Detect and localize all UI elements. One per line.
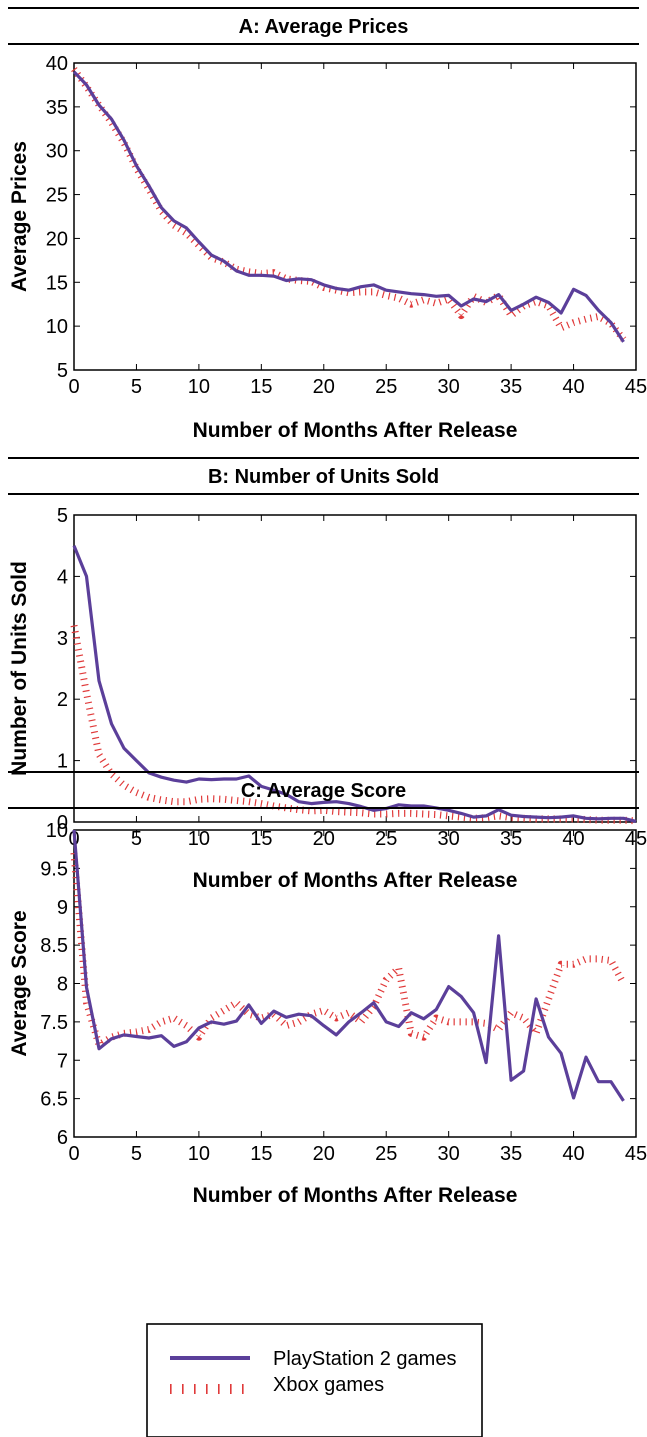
y-tick-label: 35 bbox=[46, 97, 68, 119]
x-axis-label: Number of Months After Release bbox=[193, 419, 518, 442]
panel-average-score: C: Average Score 0 5 10 15 20 25 30 35 40 45 6 6.5 7 7… bbox=[8, 771, 647, 1207]
y-tick-label: 1 bbox=[57, 751, 68, 773]
y-tick-label: 20 bbox=[46, 228, 68, 250]
y-tick-label: 9.5 bbox=[40, 858, 68, 880]
x-tick-label: 45 bbox=[625, 376, 647, 398]
x-tick-label: 5 bbox=[131, 376, 142, 398]
x-tick-label: 35 bbox=[500, 376, 522, 398]
y-tick-label: 7.5 bbox=[40, 1012, 68, 1034]
legend: PlayStation 2 games Xbox games bbox=[146, 1323, 483, 1437]
y-tick-label: 4 bbox=[57, 566, 68, 588]
x-tick-label: 15 bbox=[250, 1143, 272, 1165]
y-axis-label: Average Score bbox=[8, 910, 31, 1056]
x-tick-label: 10 bbox=[188, 828, 210, 850]
y-tick-label: 5 bbox=[57, 505, 68, 527]
x-tick-label: 0 bbox=[68, 1143, 79, 1165]
x-axis-label: Number of Months After Release bbox=[193, 869, 518, 892]
x-tick-label: 5 bbox=[131, 828, 142, 850]
y-tick-label: 5 bbox=[57, 360, 68, 382]
y-tick-label: 6.5 bbox=[40, 1089, 68, 1111]
x-tick-label: 30 bbox=[438, 1143, 460, 1165]
x-tick-label: 0 bbox=[68, 376, 79, 398]
y-tick-label: 6 bbox=[57, 1127, 68, 1149]
x-tick-label: 25 bbox=[375, 1143, 397, 1165]
x-tick-label: 15 bbox=[250, 828, 272, 850]
series-line-ps2 bbox=[72, 545, 637, 823]
series-line-ps2 bbox=[72, 70, 625, 343]
x-tick-label: 10 bbox=[188, 1143, 210, 1165]
plot-frame bbox=[73, 514, 637, 823]
series-line-ps2 bbox=[72, 829, 625, 1102]
x-tick-label: 20 bbox=[313, 828, 335, 850]
y-tick-label: 9 bbox=[57, 897, 68, 919]
legend-label-xbox: Xbox games bbox=[273, 1374, 384, 1396]
x-tick-label: 25 bbox=[375, 376, 397, 398]
x-tick-label: 30 bbox=[438, 376, 460, 398]
y-tick-label: 8 bbox=[57, 974, 68, 996]
x-tick-label: 40 bbox=[562, 828, 584, 850]
y-tick-label: 0 bbox=[57, 812, 68, 834]
x-tick-label: 10 bbox=[188, 376, 210, 398]
y-tick-label: 25 bbox=[46, 185, 68, 207]
panel-title: A: Average Prices bbox=[239, 16, 409, 38]
x-tick-label: 5 bbox=[131, 1143, 142, 1165]
legend-box bbox=[146, 1323, 483, 1437]
x-tick-label: 20 bbox=[313, 376, 335, 398]
x-tick-label: 45 bbox=[625, 1143, 647, 1165]
plot-frame bbox=[73, 62, 637, 371]
y-tick-label: 2 bbox=[57, 689, 68, 711]
y-axis-label: Number of Units Sold bbox=[8, 561, 31, 776]
y-tick-label: 15 bbox=[46, 272, 68, 294]
x-tick-label: 35 bbox=[500, 828, 522, 850]
y-tick-label: 10 bbox=[46, 316, 68, 338]
y-tick-label: 30 bbox=[46, 141, 68, 163]
x-tick-label: 30 bbox=[438, 828, 460, 850]
y-tick-label: 40 bbox=[46, 53, 68, 75]
y-tick-label: 7 bbox=[57, 1050, 68, 1072]
x-tick-label: 40 bbox=[562, 1143, 584, 1165]
y-tick-label: 8.5 bbox=[40, 935, 68, 957]
x-tick-label: 35 bbox=[500, 1143, 522, 1165]
legend-label-ps2: PlayStation 2 games bbox=[273, 1348, 456, 1370]
y-axis-label: Average Prices bbox=[8, 141, 31, 292]
x-tick-label: 25 bbox=[375, 828, 397, 850]
panel-title: C: Average Score bbox=[241, 780, 406, 802]
panel-title: B: Number of Units Sold bbox=[208, 466, 439, 488]
x-tick-label: 40 bbox=[562, 376, 584, 398]
y-tick-label: 3 bbox=[57, 628, 68, 650]
y-tick-label: 10 bbox=[46, 820, 68, 842]
x-tick-label: 15 bbox=[250, 376, 272, 398]
x-axis-label: Number of Months After Release bbox=[193, 1184, 518, 1207]
x-tick-label: 20 bbox=[313, 1143, 335, 1165]
